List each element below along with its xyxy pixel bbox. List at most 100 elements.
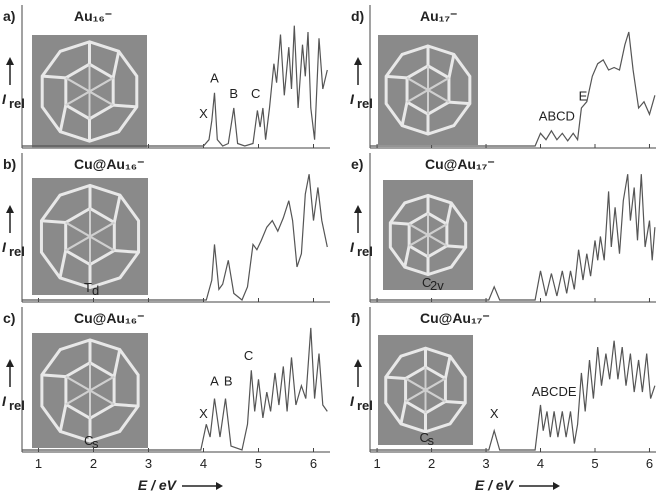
peak-label: ABCD xyxy=(539,109,575,124)
x-tick-label: 3 xyxy=(145,456,152,471)
panel-label: d) xyxy=(351,8,364,24)
panel-title: Cu@Au₁₆⁻ xyxy=(74,310,145,326)
x-arrow-head xyxy=(553,482,560,490)
symmetry-base: C xyxy=(84,433,93,448)
symmetry-base: C xyxy=(422,275,431,290)
cluster-edge xyxy=(58,404,68,432)
peak-label: X xyxy=(199,106,208,121)
panel-label: b) xyxy=(3,156,16,172)
y-label-sub: rel xyxy=(357,96,373,111)
spectrum-line xyxy=(370,340,656,451)
spectrum-line xyxy=(22,174,328,301)
cluster-edge xyxy=(447,54,456,79)
cluster-edge xyxy=(385,375,406,381)
peak-label: C xyxy=(251,86,260,101)
panel: b) Cu@Au₁₆⁻ I rel T d xyxy=(2,153,330,303)
panel-title: Au₁₆⁻ xyxy=(74,8,112,24)
cluster-edge xyxy=(405,377,446,403)
y-label-base: I xyxy=(350,393,355,409)
cluster-edge xyxy=(443,355,452,379)
x-tick-label: 6 xyxy=(646,456,653,471)
y-label-sub: rel xyxy=(9,244,25,259)
panel-title: Cu@Au₁₇⁻ xyxy=(425,156,495,172)
y-label-base: I xyxy=(2,91,7,107)
cluster-edge xyxy=(112,194,122,223)
y-label-base: I xyxy=(2,393,7,409)
y-label-sub: rel xyxy=(357,398,373,413)
cluster-edge xyxy=(41,219,66,224)
peak-label: B xyxy=(229,86,238,101)
symmetry-base: C xyxy=(420,430,429,445)
y-label-base: I xyxy=(350,239,355,255)
symmetry-base: T xyxy=(84,280,92,295)
spectrum-line xyxy=(22,327,328,451)
cluster-edge xyxy=(58,250,68,279)
peak-label: ABCDE xyxy=(532,384,577,399)
peak-label: E xyxy=(579,88,588,103)
x-tick-label: 5 xyxy=(591,456,598,471)
y-label-sub: rel xyxy=(9,96,25,111)
panel-label: f) xyxy=(351,310,360,326)
panel: e) Cu@Au₁₇⁻ I rel C2v xyxy=(350,153,656,303)
y-arrow-head xyxy=(6,57,14,65)
cluster-edge xyxy=(446,244,466,249)
x-tick-label: 5 xyxy=(255,456,262,471)
cluster-edge xyxy=(448,100,470,106)
cluster-edge xyxy=(42,74,66,80)
x-axis-label: E / eV xyxy=(475,477,515,493)
cluster-edge xyxy=(41,373,67,379)
peak-label: X xyxy=(490,406,499,421)
cluster-edge xyxy=(113,402,139,408)
panel: 1 2 3 4 5 6 E / eV f) Cu@Au₁₇⁻ I rel Cs X ABCDE xyxy=(350,307,656,493)
x-tick-label: 4 xyxy=(537,456,544,471)
cluster-edge xyxy=(400,101,409,126)
x-tick-label: 4 xyxy=(200,456,207,471)
cluster-edge xyxy=(408,223,448,247)
cluster-edge xyxy=(58,104,68,133)
cluster-edge xyxy=(111,50,121,79)
x-arrow-head xyxy=(216,482,223,490)
cluster-edge xyxy=(65,76,114,107)
cluster-edge xyxy=(65,375,115,406)
symmetry-sub: s xyxy=(92,436,99,451)
cluster-edge xyxy=(386,74,408,80)
cluster-edge xyxy=(114,249,139,254)
spectrum-line xyxy=(370,174,656,301)
spectrum-line xyxy=(22,25,328,147)
panel: d) Au₁₇⁻ I rel ABCD E xyxy=(350,5,656,149)
symmetry-sub: d xyxy=(92,283,99,298)
cluster-edge xyxy=(112,349,122,377)
panel-label: a) xyxy=(3,8,15,24)
panel-title: Au₁₇⁻ xyxy=(420,8,457,24)
y-arrow-head xyxy=(354,57,362,65)
panel-label: c) xyxy=(3,310,15,326)
spectrum-line xyxy=(370,31,656,147)
x-tick-label: 2 xyxy=(428,456,435,471)
x-tick-label: 1 xyxy=(35,456,42,471)
y-label-sub: rel xyxy=(357,244,373,259)
cluster-edge xyxy=(406,77,450,103)
x-tick-label: 6 xyxy=(310,456,317,471)
panel-title: Cu@Au₁₇⁻ xyxy=(420,310,490,326)
x-axis-label: E / eV xyxy=(138,477,178,493)
x-tick-label: 1 xyxy=(373,456,380,471)
y-arrow-head xyxy=(6,205,14,213)
peak-label: A xyxy=(210,374,219,389)
x-tick-label: 2 xyxy=(90,456,97,471)
y-arrow-head xyxy=(6,359,14,367)
cluster-edge xyxy=(445,399,466,405)
cluster-edge xyxy=(403,245,411,268)
panel-label: e) xyxy=(351,156,363,172)
cluster-edge xyxy=(445,202,453,225)
y-label-base: I xyxy=(350,91,355,107)
panel: a) Au₁₆⁻ I rel X AB C xyxy=(2,5,330,149)
cluster-edge xyxy=(65,221,115,252)
y-label-base: I xyxy=(2,239,7,255)
peak-label: X xyxy=(199,406,208,421)
cluster-edge xyxy=(113,103,137,109)
panel-title: Cu@Au₁₆⁻ xyxy=(74,156,145,172)
cluster-edge xyxy=(390,221,410,226)
cluster-edge xyxy=(399,401,408,425)
